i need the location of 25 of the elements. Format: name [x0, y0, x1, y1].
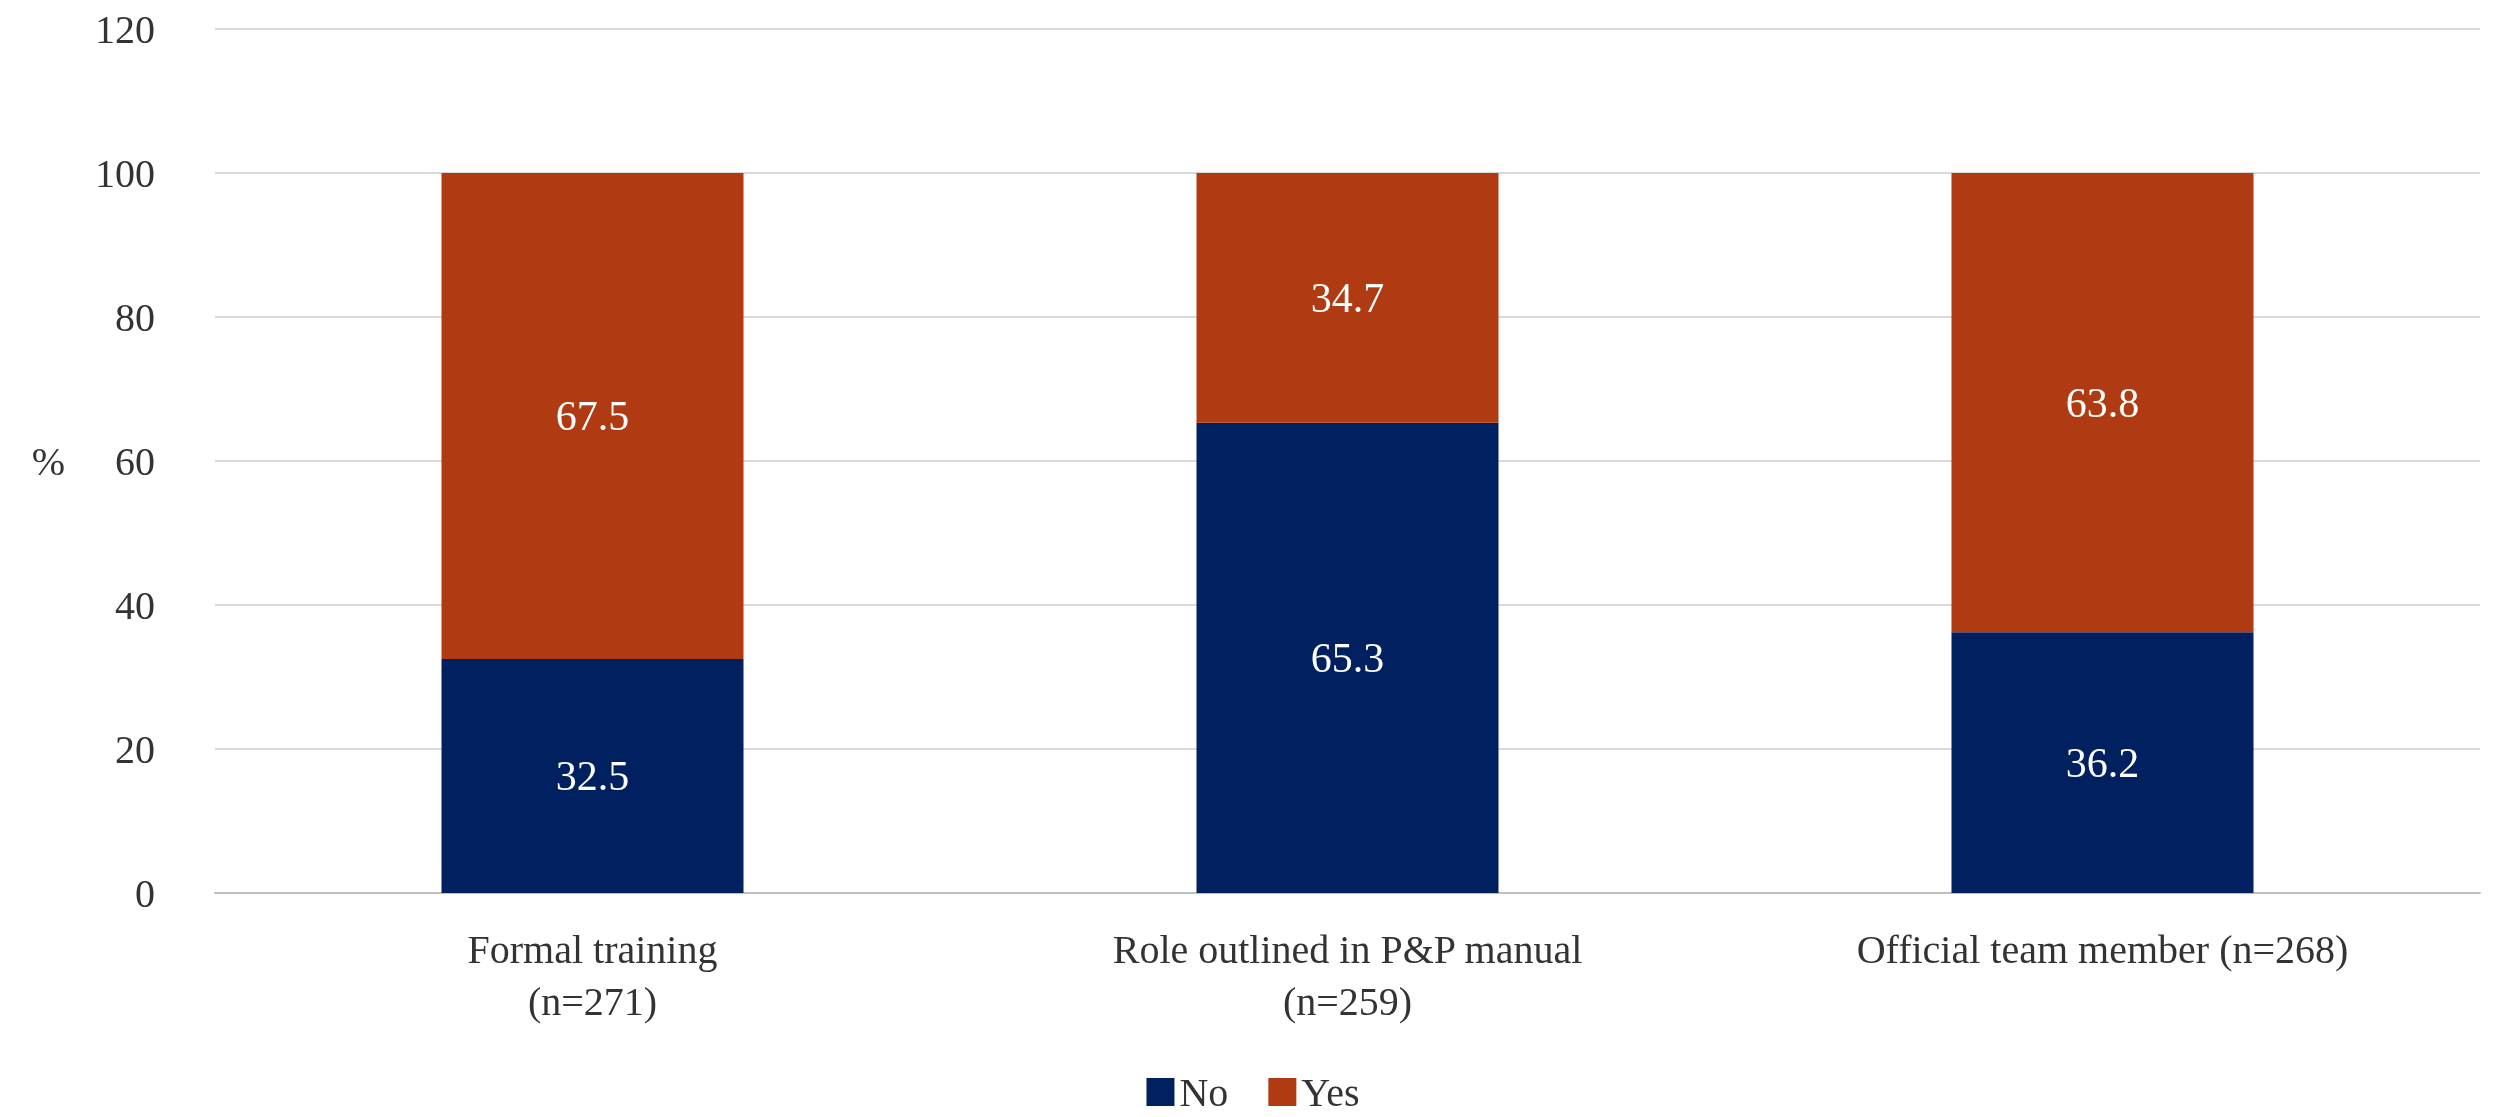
bar — [1951, 632, 2254, 893]
y-tick-label: 120 — [95, 6, 155, 52]
data-label: 65.3 — [1310, 634, 1385, 681]
bar — [441, 173, 744, 659]
bar — [1196, 422, 1499, 893]
y-tick-label: 0 — [135, 870, 155, 916]
bar — [1951, 173, 2254, 633]
y-tick-label: 60 — [115, 438, 155, 484]
y-tick-label: 20 — [115, 726, 155, 772]
bar — [441, 659, 744, 893]
x-tick-label: Official team member (n=268) — [1856, 926, 2349, 972]
bar — [1196, 173, 1499, 423]
data-label: 34.7 — [1310, 274, 1385, 321]
data-label: 36.2 — [2065, 739, 2140, 786]
y-tick-label: 40 — [115, 582, 155, 628]
y-axis-title: % — [31, 438, 65, 484]
data-label: 63.8 — [2065, 379, 2140, 426]
x-tick-label: Role outlined in P&P manual (n=259) — [1112, 926, 1583, 1024]
y-tick-label: 80 — [115, 294, 155, 340]
data-label: 67.5 — [555, 393, 630, 439]
data-label: 32.5 — [555, 753, 630, 799]
legend-label: No — [1179, 1069, 1229, 1115]
x-tick-label: Formal training (n=271) — [467, 926, 718, 1024]
legend-label: Yes — [1301, 1069, 1360, 1115]
y-tick-label: 100 — [95, 150, 155, 196]
